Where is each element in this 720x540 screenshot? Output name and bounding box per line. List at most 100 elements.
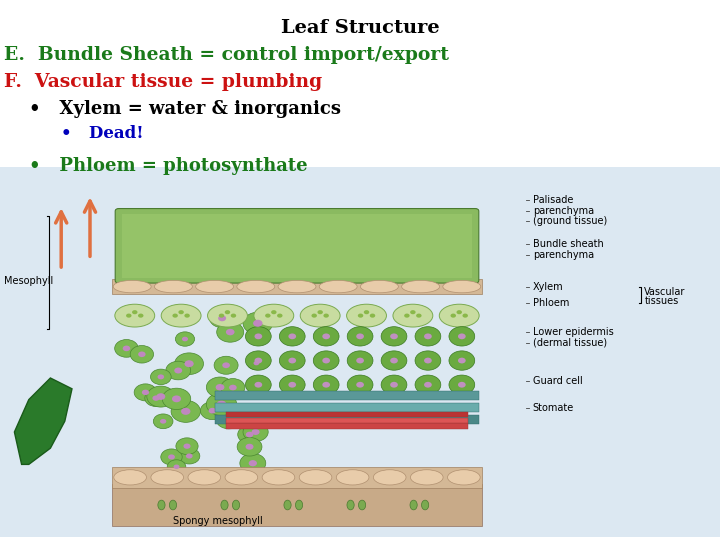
Circle shape: [416, 314, 422, 318]
Text: F.  Vascular tissue = plumbing: F. Vascular tissue = plumbing: [4, 73, 322, 91]
FancyBboxPatch shape: [215, 403, 479, 412]
Ellipse shape: [237, 280, 275, 293]
Ellipse shape: [207, 304, 248, 327]
Ellipse shape: [381, 375, 407, 394]
Circle shape: [153, 414, 173, 429]
Ellipse shape: [443, 280, 481, 293]
Circle shape: [229, 384, 237, 390]
Circle shape: [271, 310, 276, 314]
Circle shape: [122, 346, 130, 351]
Circle shape: [451, 314, 456, 318]
Circle shape: [150, 369, 171, 384]
Circle shape: [209, 408, 216, 414]
Text: parenchyma: parenchyma: [533, 206, 594, 215]
Text: •   Dead!: • Dead!: [61, 125, 144, 142]
Text: Leaf Structure: Leaf Structure: [281, 19, 439, 37]
Text: Vascular: Vascular: [644, 287, 685, 296]
Ellipse shape: [246, 375, 271, 394]
Circle shape: [410, 310, 415, 314]
FancyBboxPatch shape: [115, 208, 479, 283]
FancyBboxPatch shape: [0, 167, 720, 537]
Circle shape: [176, 332, 194, 346]
Circle shape: [390, 382, 398, 388]
Circle shape: [253, 361, 259, 366]
Circle shape: [219, 314, 224, 318]
Circle shape: [458, 334, 466, 339]
Circle shape: [179, 310, 184, 314]
Circle shape: [390, 357, 398, 363]
Circle shape: [248, 460, 257, 467]
Text: •   Xylem = water & inorganics: • Xylem = water & inorganics: [29, 100, 341, 118]
Ellipse shape: [158, 500, 165, 510]
Circle shape: [166, 361, 191, 380]
Ellipse shape: [402, 280, 439, 293]
Circle shape: [230, 314, 236, 318]
Circle shape: [356, 382, 364, 388]
Ellipse shape: [415, 327, 441, 346]
Ellipse shape: [221, 500, 228, 510]
Circle shape: [358, 314, 364, 318]
Ellipse shape: [233, 500, 240, 510]
Circle shape: [251, 429, 260, 435]
Circle shape: [153, 395, 160, 401]
Circle shape: [356, 334, 364, 339]
Circle shape: [254, 334, 262, 339]
Text: E.  Bundle Sheath = control import/export: E. Bundle Sheath = control import/export: [4, 46, 449, 64]
Circle shape: [254, 382, 262, 388]
Circle shape: [156, 393, 166, 400]
Circle shape: [254, 357, 262, 363]
FancyBboxPatch shape: [112, 484, 482, 526]
Circle shape: [168, 454, 175, 460]
Ellipse shape: [421, 500, 428, 510]
Text: (dermal tissue): (dermal tissue): [533, 338, 607, 348]
Circle shape: [364, 310, 369, 314]
Ellipse shape: [313, 375, 339, 394]
Ellipse shape: [381, 327, 407, 346]
Ellipse shape: [225, 470, 258, 485]
Circle shape: [147, 386, 175, 407]
Circle shape: [456, 310, 462, 314]
FancyBboxPatch shape: [112, 279, 482, 294]
FancyBboxPatch shape: [112, 467, 482, 488]
Circle shape: [240, 454, 266, 473]
Ellipse shape: [319, 280, 357, 293]
Circle shape: [216, 384, 225, 390]
Ellipse shape: [155, 280, 192, 293]
Ellipse shape: [246, 327, 271, 346]
Ellipse shape: [381, 351, 407, 370]
Circle shape: [248, 356, 266, 370]
Circle shape: [184, 314, 190, 318]
Circle shape: [246, 431, 253, 437]
FancyBboxPatch shape: [215, 415, 479, 424]
Ellipse shape: [448, 470, 480, 485]
Ellipse shape: [279, 351, 305, 370]
Circle shape: [216, 410, 241, 429]
Text: Lower epidermis: Lower epidermis: [533, 327, 613, 337]
Ellipse shape: [151, 470, 184, 485]
Ellipse shape: [262, 470, 294, 485]
Text: Spongy mesophyll: Spongy mesophyll: [173, 516, 263, 526]
Text: Bundle sheath: Bundle sheath: [533, 239, 603, 249]
Polygon shape: [14, 378, 72, 464]
FancyBboxPatch shape: [226, 417, 468, 423]
Ellipse shape: [284, 500, 291, 510]
Ellipse shape: [347, 500, 354, 510]
Ellipse shape: [196, 280, 233, 293]
Ellipse shape: [169, 500, 176, 510]
Ellipse shape: [254, 304, 294, 327]
Text: Stomate: Stomate: [533, 403, 574, 413]
Ellipse shape: [449, 351, 474, 370]
Ellipse shape: [279, 327, 305, 346]
Ellipse shape: [279, 375, 305, 394]
FancyBboxPatch shape: [122, 214, 472, 278]
Ellipse shape: [439, 304, 479, 327]
Circle shape: [458, 382, 466, 388]
Ellipse shape: [361, 280, 398, 293]
Circle shape: [184, 360, 194, 367]
Ellipse shape: [347, 351, 373, 370]
Ellipse shape: [313, 327, 339, 346]
Circle shape: [142, 390, 149, 395]
Circle shape: [243, 422, 268, 441]
Circle shape: [243, 312, 273, 334]
Ellipse shape: [115, 304, 155, 327]
